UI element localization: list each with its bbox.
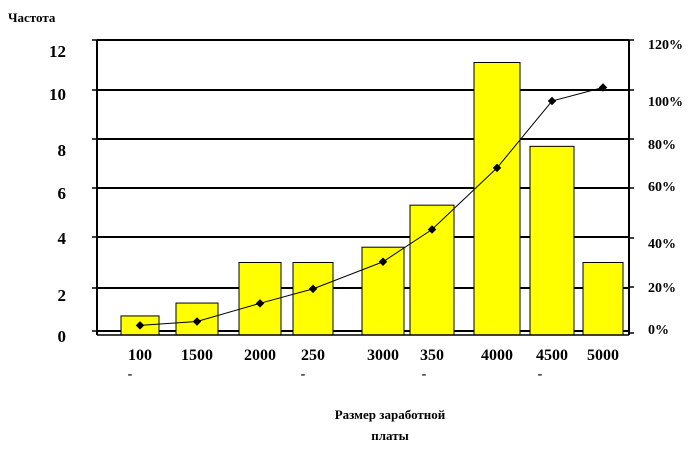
x-tick-mark-label: - <box>128 367 133 382</box>
line-point <box>492 163 502 173</box>
x-tick-mark-label: - <box>422 367 427 382</box>
line-point <box>308 284 318 294</box>
y2-tick-label: 40% <box>648 237 676 252</box>
x-tick-mark-label: - <box>301 367 306 382</box>
bar <box>529 145 575 336</box>
y-tick-label: 0 <box>58 327 67 346</box>
x-tick-label: 250 <box>301 347 325 364</box>
x-tick-label: 1500 <box>181 347 213 364</box>
bar <box>582 262 624 336</box>
y2-tick-label: 60% <box>648 180 676 195</box>
y-tick-label: 4 <box>58 229 67 248</box>
y-axis-title: Частота <box>8 10 56 25</box>
line-point <box>255 299 265 308</box>
x-axis-title-line1: Размер заработной <box>335 407 446 422</box>
x-tick-label: 3000 <box>367 347 399 364</box>
y-tick-label: 2 <box>58 286 67 305</box>
y-tick-label: 10 <box>49 85 66 104</box>
axes <box>96 40 630 336</box>
y2-tick-label: 20% <box>648 281 676 296</box>
y-tick-label: 8 <box>58 141 67 160</box>
line-point <box>135 321 145 330</box>
line-point <box>192 317 202 326</box>
y2-tick-label: 80% <box>648 138 676 153</box>
x-tick-label: 4000 <box>481 347 513 364</box>
bar <box>473 62 521 336</box>
x-tick-label: 5000 <box>587 347 619 364</box>
gridlines <box>92 39 634 334</box>
y-tick-label: 6 <box>58 184 67 203</box>
x-tick-label: 100 <box>128 347 152 364</box>
x-tick-label: 2000 <box>244 347 276 364</box>
x-tick-label: 350 <box>420 347 444 364</box>
bar <box>409 204 455 336</box>
bar <box>238 262 282 336</box>
y2-tick-label: 100% <box>648 95 683 110</box>
x-tick-label: 4500 <box>536 347 568 364</box>
x-tick-mark-label: - <box>538 367 543 382</box>
bar <box>292 262 334 336</box>
y2-tick-label: 0% <box>648 323 669 338</box>
bars <box>120 62 624 336</box>
line-point <box>427 225 437 234</box>
cumulative-line <box>135 83 608 330</box>
line-point <box>378 257 388 267</box>
y2-tick-label: 120% <box>648 38 683 53</box>
y-tick-label: 12 <box>49 42 66 61</box>
x-axis-title-line2: платы <box>371 428 408 443</box>
